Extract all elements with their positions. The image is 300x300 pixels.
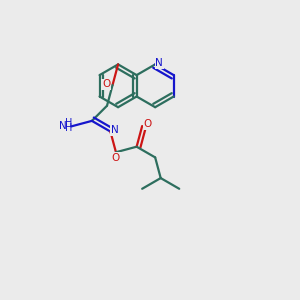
Text: O: O [102,80,110,89]
Text: O: O [143,119,152,129]
Text: N: N [111,125,119,135]
Text: N: N [59,121,67,130]
Text: N: N [155,58,163,68]
Text: H: H [65,118,73,128]
Text: O: O [112,153,120,163]
Text: H: H [65,123,73,133]
